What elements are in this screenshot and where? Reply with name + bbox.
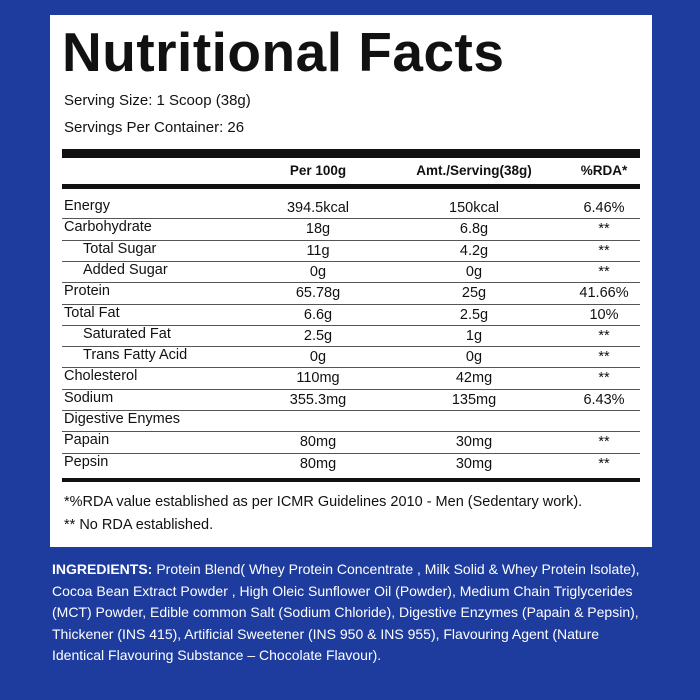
thick-rule <box>62 149 640 158</box>
row-label: Papain <box>64 432 110 449</box>
ingredients-label: INGREDIENTS: <box>52 561 153 577</box>
cell: 6.8g <box>459 221 489 238</box>
ingredients-line: INGREDIENTS: Protein Blend( Whey Protein … <box>52 561 640 577</box>
row-label: Carbohydrate <box>64 219 152 236</box>
cell: 0g <box>309 263 327 280</box>
cell: ** <box>598 242 610 259</box>
cell: ** <box>598 327 610 344</box>
cell: ** <box>598 370 610 387</box>
ingredients-line: Cocoa Bean Extract Powder , High Oleic S… <box>52 583 632 599</box>
ingredients-line: Thickener (INS 415), Artificial Sweetene… <box>52 626 599 642</box>
column-header: Amt./Serving(38g) <box>416 163 532 178</box>
row-label: Energy <box>64 198 110 214</box>
row-rule <box>62 239 640 241</box>
cell: 18g <box>305 221 331 238</box>
cell: 80mg <box>299 434 337 451</box>
cell: 25g <box>461 285 487 302</box>
ingredients-text: (MCT) Powder, Edible common Salt (Sodium… <box>52 604 639 620</box>
row-rule <box>62 367 640 369</box>
row-label: Total Sugar <box>83 240 157 257</box>
servings-per-container: Servings Per Container: 26 <box>64 119 245 136</box>
cell: 135mg <box>451 391 497 408</box>
footnote: *%RDA value established as per ICMR Guid… <box>64 494 583 510</box>
cell: 80mg <box>299 455 337 472</box>
thick-rule <box>62 184 640 189</box>
cell: 0g <box>465 349 483 366</box>
label-panel <box>50 15 652 547</box>
row-rule <box>62 388 640 390</box>
column-header: %RDA* <box>580 163 628 178</box>
ingredients-text: Protein Blend( Whey Protein Concentrate … <box>156 561 640 577</box>
thick-rule <box>62 478 640 482</box>
cell: 11g <box>306 242 330 259</box>
row-label: Cholesterol <box>64 368 138 385</box>
cell: ** <box>598 221 610 238</box>
row-rule <box>62 282 640 284</box>
row-rule <box>62 260 640 262</box>
cell: 10% <box>589 306 619 323</box>
row-rule <box>62 324 640 326</box>
row-rule <box>62 303 640 305</box>
title: Nutritional Facts <box>62 21 505 83</box>
cell: 355.3mg <box>289 391 347 408</box>
ingredients-text: Thickener (INS 415), Artificial Sweetene… <box>52 625 600 642</box>
cell: ** <box>598 455 610 472</box>
row-rule <box>62 410 640 411</box>
cell: 1g <box>465 327 483 344</box>
row-label: Saturated Fat <box>83 325 171 342</box>
row-label: Protein <box>64 283 110 300</box>
ingredients-line: (MCT) Powder, Edible common Salt (Sodium… <box>52 604 639 620</box>
serving-size: Serving Size: 1 Scoop (38g) <box>64 92 251 109</box>
cell: 6.46% <box>583 200 625 216</box>
row-label: Pepsin <box>64 453 109 470</box>
row-label: Trans Fatty Acid <box>83 347 188 364</box>
ingredients-text: Identical Flavouring Substance – Chocola… <box>52 647 382 663</box>
row-rule <box>62 452 640 454</box>
cell: 0g <box>465 263 483 280</box>
cell: 30mg <box>455 455 493 472</box>
cell: 6.43% <box>583 391 625 408</box>
cell: 150kcal <box>449 200 499 216</box>
ingredients-text: Cocoa Bean Extract Powder , High Oleic S… <box>52 582 633 599</box>
row-rule <box>62 218 640 220</box>
cell: 110mg <box>296 370 340 387</box>
cell: 41.66% <box>579 285 629 302</box>
cell: 30mg <box>455 434 493 451</box>
cell: 42mg <box>455 370 493 387</box>
column-header: Per 100g <box>289 163 347 178</box>
cell: 394.5kcal <box>286 200 350 216</box>
ingredients-line: Identical Flavouring Substance – Chocola… <box>52 647 381 663</box>
cell: 2.5g <box>459 306 489 323</box>
cell: 4.2g <box>459 242 489 259</box>
row-rule <box>62 431 640 433</box>
cell: ** <box>598 349 610 366</box>
cell: 65.78g <box>295 285 341 302</box>
row-label: Digestive Enymes <box>64 411 181 427</box>
row-label: Sodium <box>64 389 114 406</box>
cell: 6.6g <box>303 306 333 323</box>
row-rule <box>62 346 640 348</box>
cell: 0g <box>309 349 327 366</box>
row-label: Added Sugar <box>83 261 168 278</box>
row-label: Total Fat <box>64 304 120 321</box>
cell: ** <box>598 434 610 451</box>
cell: 2.5g <box>303 327 333 344</box>
footnote: ** No RDA established. <box>64 517 214 533</box>
cell: ** <box>598 263 610 280</box>
